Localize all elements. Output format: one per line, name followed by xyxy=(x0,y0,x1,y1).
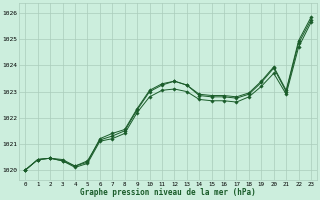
X-axis label: Graphe pression niveau de la mer (hPa): Graphe pression niveau de la mer (hPa) xyxy=(80,188,256,197)
